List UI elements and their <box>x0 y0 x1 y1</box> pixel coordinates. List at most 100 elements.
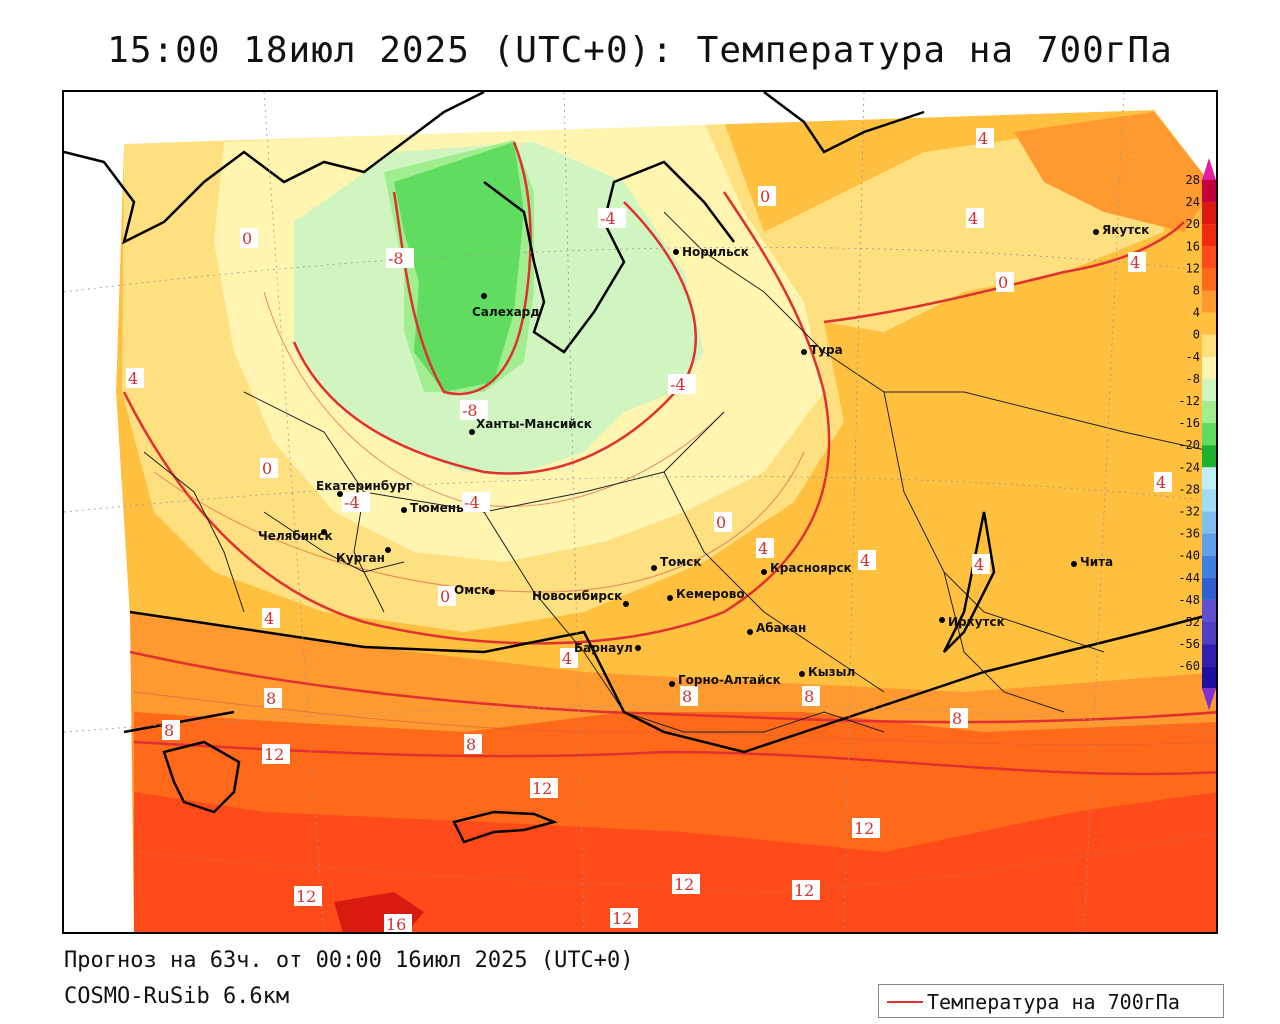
city-tyumen: Тюмень <box>401 501 464 515</box>
colorbar-swatch <box>1202 533 1216 556</box>
isotherm-label: 12 <box>530 778 558 798</box>
colorbar-tick-label: 0 <box>1193 328 1200 342</box>
colorbar-tick-label: -36 <box>1178 527 1200 541</box>
svg-text:Красноярск: Красноярск <box>770 561 852 575</box>
svg-text:Горно-Алтайск: Горно-Алтайск <box>678 673 781 687</box>
colorbar-tick-label: -12 <box>1178 394 1200 408</box>
colorbar-swatch <box>1202 268 1216 291</box>
svg-text:Тюмень: Тюмень <box>410 501 464 515</box>
isotherm-label: -8 <box>386 248 414 268</box>
svg-text:4: 4 <box>974 555 984 574</box>
city-krasnoyarsk: Красноярск <box>761 561 852 575</box>
colorbar-swatch <box>1202 489 1216 512</box>
city-markers: Норильск Якутск Салехард Тура Ханты-Манс… <box>258 223 1149 687</box>
colorbar-tick-label: -32 <box>1178 505 1200 519</box>
city-chita: Чита <box>1071 555 1113 569</box>
svg-text:-8: -8 <box>462 401 478 420</box>
temperature-map: 4 0 4 -8 0 -4 4 4 0 -4 -8 -4 0 -4 0 4 0 … <box>64 92 1216 934</box>
svg-text:12: 12 <box>674 875 694 894</box>
isotherm-label: 12 <box>672 874 700 894</box>
svg-text:12: 12 <box>854 819 874 838</box>
svg-text:Барнаул: Барнаул <box>574 641 633 655</box>
svg-text:Ханты-Мансийск: Ханты-Мансийск <box>476 417 592 431</box>
colorbar-tick-label: 20 <box>1186 217 1200 231</box>
isotherm-label: -4 <box>462 492 490 512</box>
isotherm-label: 8 <box>464 734 482 754</box>
colorbar-swatch <box>1202 599 1216 622</box>
legend-label: Температура на 700гПа <box>927 990 1180 1014</box>
isotherm-label: 0 <box>714 512 732 532</box>
colorbar-tick-label: -56 <box>1178 637 1200 651</box>
svg-text:0: 0 <box>760 187 770 206</box>
colorbar-swatch <box>1202 622 1216 645</box>
colorbar-swatch <box>1202 423 1216 446</box>
legend: Температура на 700гПа <box>878 984 1224 1018</box>
colorbar-tick-label: -40 <box>1178 549 1200 563</box>
forecast-info: Прогноз на 63ч. от 00:00 16июл 2025 (UTC… <box>64 948 634 973</box>
colorbar-swatch <box>1202 666 1216 689</box>
svg-text:0: 0 <box>440 587 450 606</box>
svg-text:Курган: Курган <box>336 551 385 565</box>
svg-text:4: 4 <box>128 369 138 388</box>
isotherm-lines <box>122 141 1216 776</box>
colorbar-swatch <box>1202 290 1216 313</box>
map-panel: 4 0 4 -8 0 -4 4 4 0 -4 -8 -4 0 -4 0 4 0 … <box>62 90 1218 934</box>
city-irkutsk: Иркутск <box>939 615 1005 629</box>
svg-text:4: 4 <box>264 609 274 628</box>
svg-text:8: 8 <box>164 721 174 740</box>
isotherm-label: 16 <box>384 914 412 934</box>
city-yakutsk: Якутск <box>1093 223 1149 237</box>
svg-text:8: 8 <box>266 689 276 708</box>
colorbar-swatch <box>1202 378 1216 401</box>
svg-text:Тура: Тура <box>810 343 843 357</box>
isotherm-label: 12 <box>610 908 638 928</box>
svg-text:-8: -8 <box>388 249 404 268</box>
svg-text:0: 0 <box>716 513 726 532</box>
svg-text:Кемерово: Кемерово <box>676 587 745 601</box>
isotherm-label: 12 <box>792 880 820 900</box>
svg-text:-4: -4 <box>344 493 360 512</box>
city-omsk: Омск <box>454 583 495 597</box>
svg-text:12: 12 <box>264 745 284 764</box>
svg-text:Салехард: Салехард <box>472 305 540 319</box>
city-gorno-altaysk: Горно-Алтайск <box>669 673 781 687</box>
colorbar-top-arrow <box>1202 158 1216 180</box>
svg-text:12: 12 <box>296 887 316 906</box>
svg-text:-4: -4 <box>670 375 686 394</box>
city-novosibirsk: Новосибирск <box>532 589 629 607</box>
svg-text:8: 8 <box>466 735 476 754</box>
isotherm-label: -8 <box>460 400 488 420</box>
city-yekaterinburg: Екатеринбург <box>316 479 412 497</box>
colorbar-swatch <box>1202 467 1216 490</box>
isotherm-label: -4 <box>668 374 696 394</box>
svg-text:Норильск: Норильск <box>682 245 749 259</box>
region-borders <box>143 211 1215 733</box>
isotherm-label: 4 <box>262 608 280 628</box>
isotherm-label: 8 <box>950 708 968 728</box>
isotherm-label: 0 <box>758 186 776 206</box>
isotherm-label: 8 <box>680 686 698 706</box>
isotherm-label: 4 <box>126 368 144 388</box>
svg-text:4: 4 <box>968 209 978 228</box>
isotherm-label: 4 <box>966 208 984 228</box>
svg-text:Абакан: Абакан <box>756 621 806 635</box>
isotherm-label: 4 <box>756 538 774 558</box>
colorbar-swatch <box>1202 511 1216 534</box>
svg-text:8: 8 <box>682 687 692 706</box>
svg-text:Томск: Томск <box>660 555 702 569</box>
colorbar-swatch <box>1202 224 1216 247</box>
model-info: COSMO-RuSib 6.6км <box>64 984 290 1009</box>
colorbar-swatch <box>1202 577 1216 600</box>
colorbar-bottom-arrow <box>1202 688 1216 711</box>
isotherm-label: 4 <box>972 554 990 574</box>
svg-text:16: 16 <box>386 915 406 934</box>
city-abakan: Абакан <box>747 621 806 635</box>
colorbar-tick-label: -52 <box>1178 615 1200 629</box>
colorbar-tick-label: -24 <box>1178 460 1200 474</box>
svg-text:4: 4 <box>1156 473 1166 492</box>
svg-text:-4: -4 <box>464 493 480 512</box>
city-salekhard: Салехард <box>472 293 540 319</box>
colorbar-swatch <box>1202 246 1216 269</box>
svg-text:0: 0 <box>998 273 1008 292</box>
svg-text:4: 4 <box>758 539 768 558</box>
